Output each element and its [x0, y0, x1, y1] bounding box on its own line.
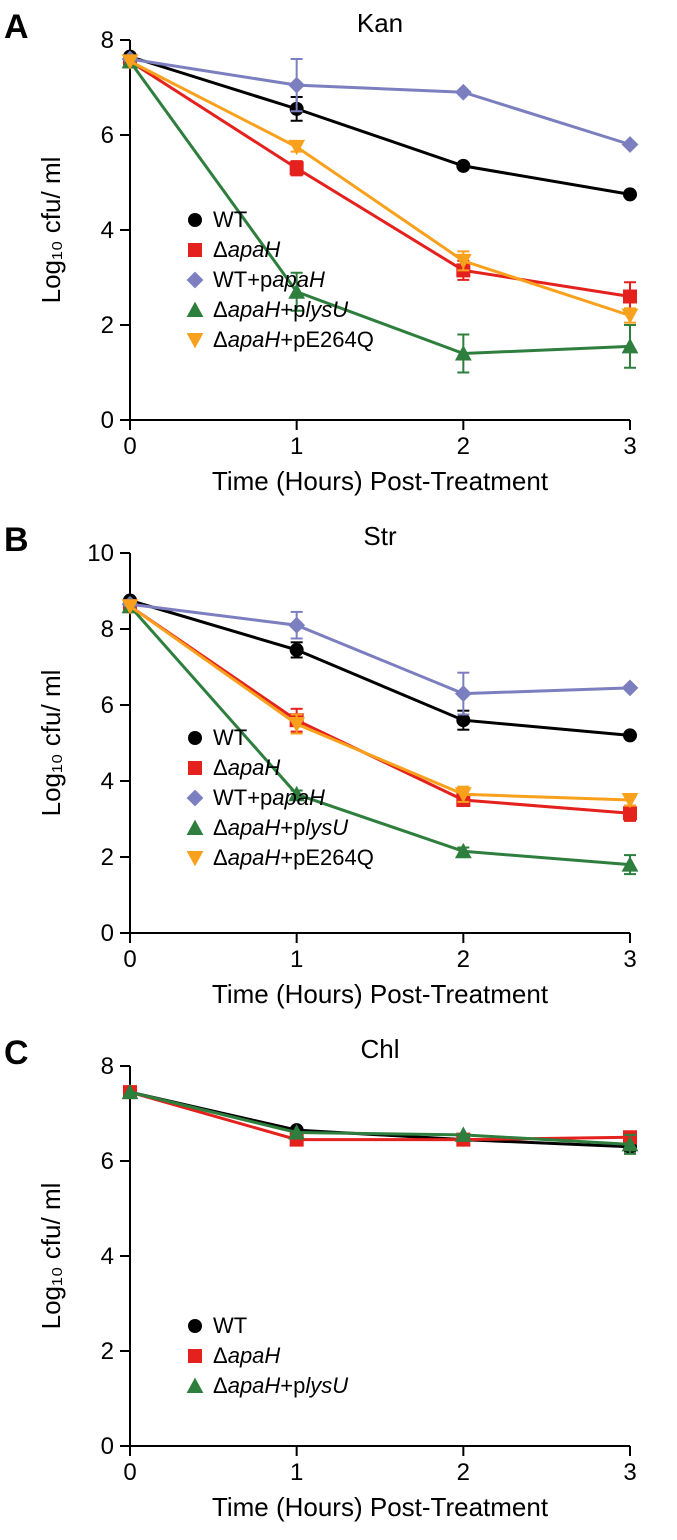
x-tick-label: 3 — [623, 1459, 636, 1486]
y-axis-label: Log₁₀ cfu/ ml — [36, 1183, 66, 1330]
series-line — [130, 606, 630, 800]
x-tick-label: 1 — [290, 1459, 303, 1486]
panel-svg: 0 1 2 3 0 2 4 6 8 Kan Time (Hours) Post-Treatment L… — [0, 0, 677, 513]
panel-B: B 0 1 2 3 0 2 4 6 8 10 Str Time (Hours) Post-Treatme… — [0, 513, 677, 1026]
legend-label: ΔapaH+pE264Q — [213, 327, 374, 352]
y-tick-label: 8 — [101, 1053, 114, 1080]
x-tick-label: 1 — [290, 433, 303, 460]
series-line — [130, 604, 630, 693]
legend-label: WT+papaH — [213, 267, 325, 292]
series-line — [130, 59, 630, 145]
panel-title: Str — [363, 521, 397, 551]
y-tick-label: 4 — [101, 217, 114, 244]
y-tick-label: 8 — [101, 616, 114, 643]
legend-label: WT+papaH — [213, 785, 325, 810]
x-tick-label: 0 — [123, 1459, 136, 1486]
legend-label: ΔapaH+plysU — [213, 297, 348, 322]
y-tick-label: 6 — [101, 692, 114, 719]
x-tick-label: 2 — [457, 433, 470, 460]
legend-label: ΔapaH — [213, 1343, 280, 1368]
y-tick-label: 0 — [101, 920, 114, 947]
series-line — [130, 57, 630, 195]
y-axis-label: Log₁₀ cfu/ ml — [36, 157, 66, 304]
panel-svg: 0 1 2 3 0 2 4 6 8 10 Str Time (Hours) Post-Treatmen… — [0, 513, 677, 1026]
x-tick-label: 0 — [123, 946, 136, 973]
x-tick-label: 1 — [290, 946, 303, 973]
series-line — [130, 61, 630, 315]
legend-label: ΔapaH+pE264Q — [213, 845, 374, 870]
series-line — [130, 61, 630, 353]
series-line — [130, 606, 630, 813]
panel-title: Chl — [360, 1034, 399, 1064]
x-tick-label: 2 — [457, 1459, 470, 1486]
y-axis-label: Log₁₀ cfu/ ml — [36, 670, 66, 817]
legend-label: WT — [213, 207, 247, 232]
x-tick-label: 0 — [123, 433, 136, 460]
legend-label: WT — [213, 1313, 247, 1338]
x-axis-label: Time (Hours) Post-Treatment — [212, 1492, 549, 1522]
series-line — [130, 601, 630, 736]
legend-label: ΔapaH+plysU — [213, 815, 348, 840]
panel-A: A 0 1 2 3 0 2 4 6 8 Kan Time (Hours) Post-Treatment… — [0, 0, 677, 513]
y-tick-label: 2 — [101, 312, 114, 339]
y-tick-label: 4 — [101, 768, 114, 795]
y-tick-label: 0 — [101, 407, 114, 434]
y-tick-label: 10 — [87, 540, 114, 567]
legend-label: ΔapaH — [213, 755, 280, 780]
panel-title: Kan — [357, 8, 403, 38]
y-tick-label: 0 — [101, 1433, 114, 1460]
series-line — [130, 606, 630, 864]
panel-letter: B — [4, 521, 29, 560]
x-axis-label: Time (Hours) Post-Treatment — [212, 466, 549, 496]
panel-letter: A — [4, 8, 29, 47]
x-axis-label: Time (Hours) Post-Treatment — [212, 979, 549, 1009]
panel-letter: C — [4, 1034, 29, 1073]
y-tick-label: 6 — [101, 122, 114, 149]
series-line — [130, 1092, 630, 1144]
x-tick-label: 3 — [623, 433, 636, 460]
legend-label: WT — [213, 725, 247, 750]
series-line — [130, 61, 630, 296]
y-tick-label: 4 — [101, 1243, 114, 1270]
y-tick-label: 2 — [101, 1338, 114, 1365]
y-tick-label: 2 — [101, 844, 114, 871]
legend-label: ΔapaH — [213, 237, 280, 262]
x-tick-label: 3 — [623, 946, 636, 973]
panel-C: C 0 1 2 3 0 2 4 6 8 Chl Time (Hours) Post-Treatment… — [0, 1026, 677, 1539]
x-tick-label: 2 — [457, 946, 470, 973]
panel-svg: 0 1 2 3 0 2 4 6 8 Chl Time (Hours) Post-Treatment L… — [0, 1026, 677, 1539]
y-tick-label: 8 — [101, 27, 114, 54]
legend-label: ΔapaH+plysU — [213, 1373, 348, 1398]
y-tick-label: 6 — [101, 1148, 114, 1175]
figure: A 0 1 2 3 0 2 4 6 8 Kan Time (Hours) Post-Treatment… — [0, 0, 677, 1539]
